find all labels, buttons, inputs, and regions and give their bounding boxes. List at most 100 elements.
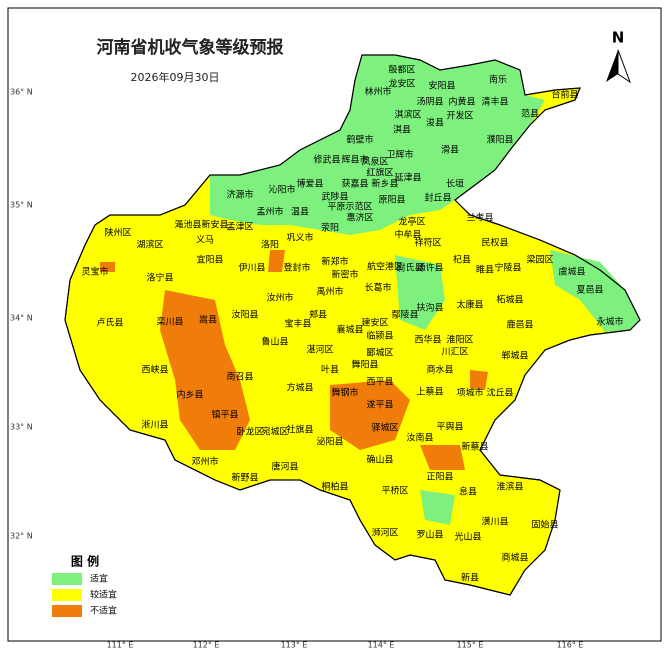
place-label: 汝州市 xyxy=(266,292,293,304)
region-suitable xyxy=(420,490,455,525)
province-border xyxy=(64,54,641,596)
place-label: 平舆县 xyxy=(436,421,463,433)
place-label: 浚县 xyxy=(426,117,444,129)
place-label: 郏县 xyxy=(309,309,327,321)
latitude-label: 33° N xyxy=(10,423,33,432)
place-label: 驿城区 xyxy=(371,423,398,434)
place-label: 内黄县 xyxy=(448,96,475,108)
latitude-label: 32° N xyxy=(10,532,33,541)
place-label: 祥符区 xyxy=(414,237,441,249)
place-label: 新蔡县 xyxy=(461,441,488,453)
place-label: 商城县 xyxy=(501,552,528,564)
place-label: 巩义市 xyxy=(286,232,313,244)
place-label: 泌阳县 xyxy=(316,436,343,448)
place-label: 封丘县 xyxy=(424,192,451,204)
place-label: 义马 xyxy=(196,235,214,246)
place-label: 湛河区 xyxy=(306,344,333,356)
place-label: 孟州市 xyxy=(256,206,283,218)
place-label: 湖滨区 xyxy=(136,239,163,251)
place-label: 社旗县 xyxy=(286,424,313,436)
region-unsuitable xyxy=(420,445,465,470)
place-label: 潢川县 xyxy=(481,516,508,528)
place-label: 固始县 xyxy=(531,519,558,531)
place-label: 龙亭区 xyxy=(398,216,425,228)
place-label: 汤阴县 xyxy=(416,97,443,108)
place-label: 伊川县 xyxy=(238,262,265,274)
place-label: 光山县 xyxy=(454,531,481,543)
place-label: 平桥区 xyxy=(381,485,408,497)
place-label: 清丰县 xyxy=(481,96,508,108)
place-label: 遂平县 xyxy=(366,399,393,411)
place-label: 太康县 xyxy=(456,299,483,311)
place-label: 鲁山县 xyxy=(261,336,288,348)
place-label: 商水县 xyxy=(426,364,453,376)
place-label: 永城市 xyxy=(596,316,623,328)
place-label: 舞阳县 xyxy=(351,360,378,371)
place-label: 沈丘县 xyxy=(486,387,513,399)
place-label: 虞城县 xyxy=(558,266,585,278)
place-label: 浉河区 xyxy=(371,527,398,539)
legend-swatch xyxy=(52,605,82,617)
latitude-label: 35° N xyxy=(10,201,33,210)
place-label: 长葛市 xyxy=(364,282,391,294)
place-label: 临颍县 xyxy=(366,330,393,342)
place-label: 洛宁县 xyxy=(146,272,173,284)
place-label: 方城县 xyxy=(286,382,313,394)
place-label: 郾城区 xyxy=(366,348,393,359)
place-label: 淇滨区 xyxy=(394,109,421,121)
place-label: 惠济区 xyxy=(346,212,373,224)
place-label: 民权县 xyxy=(481,237,508,249)
place-label: 新安县 xyxy=(201,219,228,231)
place-label: 辉县市 xyxy=(341,154,368,166)
place-label: 卧龙区 xyxy=(236,426,263,438)
region-suitable xyxy=(395,255,445,330)
place-label: 渑池县 xyxy=(174,219,201,231)
longitude-label: 115° E xyxy=(457,641,484,650)
place-label: 滑县 xyxy=(441,145,459,156)
place-label: 兰考县 xyxy=(466,212,493,224)
place-label: 宝丰县 xyxy=(284,318,311,330)
region-unsuitable xyxy=(330,380,410,450)
place-label: 红旗区 xyxy=(366,167,393,179)
place-label: 南召县 xyxy=(226,371,253,383)
legend-swatch xyxy=(52,573,82,585)
place-label: 陕州区 xyxy=(104,227,131,239)
place-label: 龙安区 xyxy=(388,78,415,90)
place-label: 中牟县 xyxy=(394,229,421,241)
place-label: 范县 xyxy=(521,108,539,120)
place-label: 濮阳县 xyxy=(486,134,513,146)
place-label: 荥阳 xyxy=(321,222,339,234)
latitude-label: 34° N xyxy=(10,314,33,323)
place-label: 鄢陵县 xyxy=(391,310,418,321)
place-label: 嵩县 xyxy=(199,315,217,326)
longitude-label: 113° E xyxy=(281,641,308,650)
place-label: 淮滨县 xyxy=(496,481,523,493)
place-label: 台前县 xyxy=(551,89,578,101)
place-label: 栾川县 xyxy=(156,316,183,328)
region-unsuitable xyxy=(100,262,115,272)
place-label: 博爱县 xyxy=(296,178,323,190)
map-title: 河南省机收气象等级预报 xyxy=(97,37,284,58)
place-label: 扶沟县 xyxy=(416,302,443,314)
place-label: 新野县 xyxy=(231,472,258,484)
legend-label: 适宜 xyxy=(90,573,108,585)
place-label: 梁园区 xyxy=(526,254,553,266)
place-label: 柘城县 xyxy=(496,294,523,306)
place-label: 宛城区 xyxy=(261,426,288,438)
north-arrow xyxy=(617,49,632,84)
place-label: 沁阳市 xyxy=(268,184,295,196)
map-date: 2026年09月30日 xyxy=(131,70,220,84)
place-label: 建安区 xyxy=(361,317,388,329)
place-label: 鹤壁市 xyxy=(346,134,373,146)
place-label: 平原示范区 xyxy=(327,201,372,213)
legend-label: 不适宜 xyxy=(90,605,117,617)
place-label: 西峡县 xyxy=(141,364,168,376)
place-label: 洛阳 xyxy=(261,239,279,251)
place-label: 林州市 xyxy=(364,86,391,98)
place-label: 西平县 xyxy=(366,377,393,388)
longitude-label: 114° E xyxy=(368,641,395,650)
place-label: 确山县 xyxy=(366,454,393,466)
place-label: 通许县 xyxy=(416,262,443,274)
